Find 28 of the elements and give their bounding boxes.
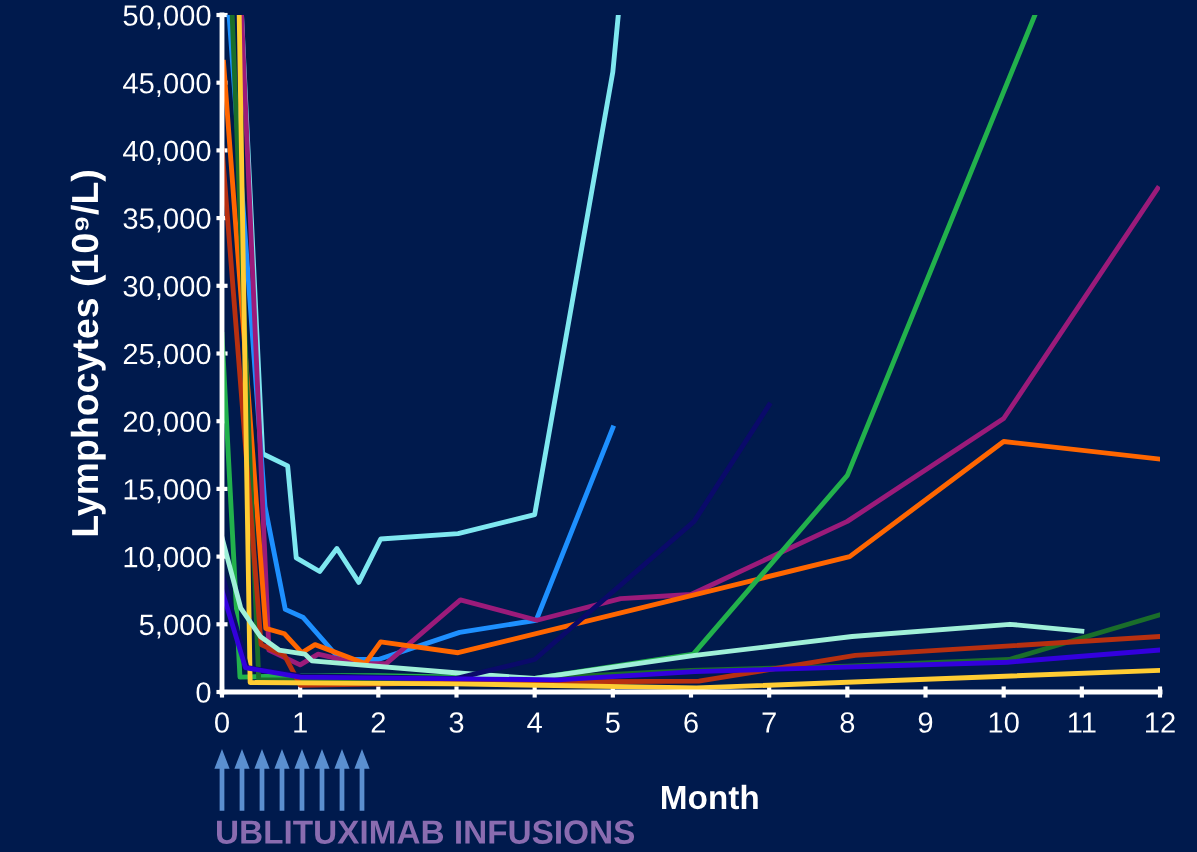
- y-tick-label: 45,000: [123, 72, 211, 97]
- y-tick-label: 20,000: [123, 411, 211, 436]
- x-tick-label: 9: [918, 712, 933, 733]
- y-tick-label: 40,000: [123, 140, 211, 165]
- y-tick-label: 10,000: [124, 546, 211, 571]
- y-tick-label: 30,000: [123, 276, 211, 301]
- x-tick-label: 2: [371, 712, 385, 733]
- x-tick-label: 3: [449, 712, 464, 733]
- y-tick-label: 35,000: [123, 208, 211, 233]
- x-tick-label: 11: [1068, 712, 1096, 733]
- y-axis-title: Lymphocytes (10⁹/L): [70, 171, 106, 536]
- x-axis-title: Month: [662, 784, 758, 810]
- y-tick-label: 15,000: [124, 479, 211, 504]
- line-series: [222, 588, 1160, 683]
- text: UBLITUXIMAB INFUSIONS: [217, 820, 635, 844]
- y-tick-label: 0: [196, 682, 211, 703]
- y-tick-label: 50,000: [123, 5, 211, 30]
- x-tick-label: 10: [989, 712, 1019, 733]
- x-tick-label: 6: [684, 712, 698, 733]
- y-tick-label: 5,000: [139, 614, 211, 639]
- x-tick-label: 7: [762, 712, 776, 733]
- x-tick-label: 1: [294, 712, 307, 733]
- y-tick-label: 25,000: [123, 343, 211, 368]
- x-tick-label: 8: [840, 712, 855, 733]
- x-tick-label: 4: [527, 712, 542, 733]
- x-tick-label: 0: [215, 712, 229, 733]
- x-tick-label: 12: [1146, 712, 1175, 733]
- x-tick-label: 5: [605, 712, 620, 733]
